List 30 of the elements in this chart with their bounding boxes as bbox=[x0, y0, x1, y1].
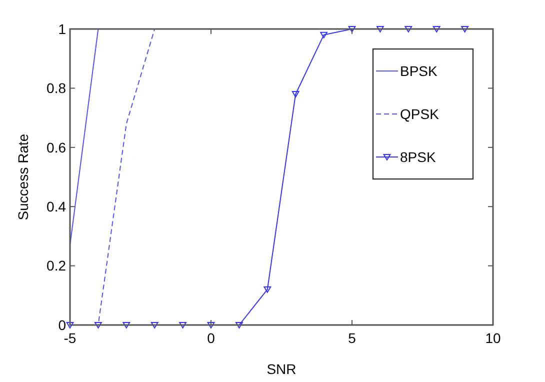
point bbox=[122, 322, 130, 328]
point bbox=[432, 26, 440, 32]
y-tick-label: 0.2 bbox=[46, 258, 66, 274]
point bbox=[348, 26, 356, 32]
y-tick-label: 0 bbox=[58, 316, 66, 333]
y-tick-label: 0.8 bbox=[46, 80, 66, 96]
x-tick-label: 10 bbox=[485, 330, 501, 346]
y-tick-label: 0.4 bbox=[46, 198, 66, 214]
point bbox=[264, 286, 272, 293]
x-tick-label: 5 bbox=[348, 330, 356, 346]
y-tick-label: 1 bbox=[58, 20, 66, 37]
point bbox=[320, 32, 328, 38]
legend-label: 8PSK bbox=[400, 148, 436, 165]
legend-label: BPSK bbox=[400, 62, 438, 79]
legend-label: QPSK bbox=[400, 106, 440, 122]
point bbox=[94, 322, 102, 328]
point bbox=[150, 322, 158, 328]
x-tick-label: 0 bbox=[207, 330, 216, 346]
y-axis-title: Success Rate bbox=[15, 134, 31, 220]
x-axis-title: SNR bbox=[266, 361, 296, 377]
point bbox=[461, 26, 468, 32]
point bbox=[376, 26, 384, 32]
point bbox=[292, 91, 300, 98]
point bbox=[236, 322, 243, 328]
point bbox=[207, 322, 215, 328]
y-tick-label: 0.6 bbox=[46, 139, 66, 156]
point bbox=[66, 322, 74, 328]
x-tick-label: -5 bbox=[64, 330, 76, 346]
point bbox=[404, 26, 412, 32]
point bbox=[179, 322, 186, 328]
